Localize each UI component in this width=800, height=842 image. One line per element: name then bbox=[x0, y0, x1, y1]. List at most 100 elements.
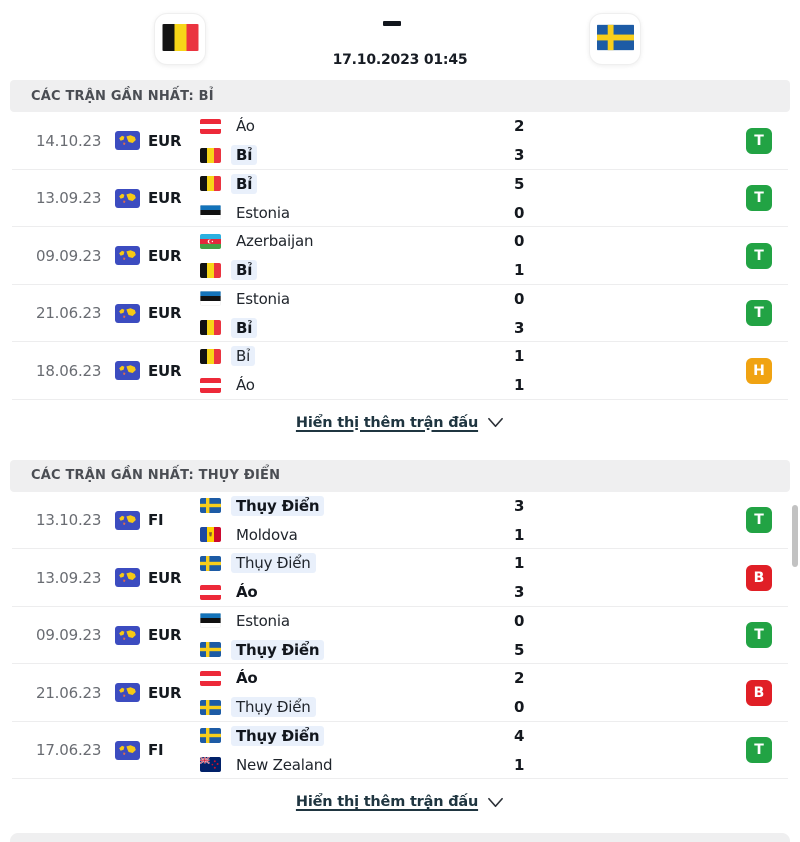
team-score: 3 bbox=[514, 318, 525, 337]
team-name: New Zealand bbox=[236, 755, 333, 774]
team-score: 5 bbox=[514, 640, 525, 659]
result-badge: T bbox=[746, 507, 772, 534]
competition: EUR bbox=[115, 625, 200, 645]
match-row[interactable]: 09.09.23 EUR Estonia 0 Thụy Điển 5 T bbox=[0, 607, 800, 665]
teams-block: Áo 2 Thụy Điển 0 bbox=[200, 665, 746, 721]
austria-flag-icon bbox=[200, 118, 221, 134]
team-name: Estonia bbox=[236, 289, 290, 308]
belgium-flag-icon bbox=[162, 23, 199, 55]
world-map-icon bbox=[115, 361, 140, 381]
recent-matches-section: CÁC TRẬN GẦN NHẤT: BỈ 14.10.23 EUR Áo 2 Bỉ 3 T 1… bbox=[0, 80, 800, 446]
match-row[interactable]: 14.10.23 EUR Áo 2 Bỉ 3 T bbox=[0, 112, 800, 170]
match-row[interactable]: 13.09.23 EUR Thụy Điển 1 Áo 3 B bbox=[0, 549, 800, 607]
team-name: Bỉ bbox=[231, 260, 258, 281]
team-score: 2 bbox=[514, 669, 525, 688]
match-header: 17.10.2023 01:45 bbox=[0, 0, 800, 76]
team-score: 3 bbox=[514, 496, 525, 515]
match-row[interactable]: 17.06.23 FI Thụy Điển 4 New Zealand 1 T bbox=[0, 722, 800, 780]
team-line: Thụy Điển 0 bbox=[200, 694, 746, 721]
team-score: 0 bbox=[514, 698, 525, 717]
team-line: Áo 3 bbox=[200, 579, 746, 606]
team-name: Thụy Điển bbox=[231, 697, 316, 718]
world-map-icon bbox=[115, 683, 140, 703]
show-more-matches-link[interactable]: Hiển thị thêm trận đấu bbox=[295, 414, 479, 431]
team-name: Thụy Điển bbox=[231, 725, 325, 746]
team-line: Moldova 1 bbox=[200, 521, 746, 548]
world-map-icon bbox=[115, 188, 140, 208]
show-more-matches-link[interactable]: Hiển thị thêm trận đấu bbox=[295, 794, 479, 810]
team-line: Thụy Điển 4 bbox=[200, 722, 746, 749]
team-score: 1 bbox=[514, 755, 525, 774]
result-badge: H bbox=[746, 357, 772, 384]
teams-block: Estonia 0 Bỉ 3 bbox=[200, 285, 746, 341]
team-name: Áo bbox=[236, 669, 258, 688]
world-map-icon bbox=[115, 625, 140, 645]
vs-dash bbox=[383, 21, 401, 26]
teams-block: Áo 2 Bỉ 3 bbox=[200, 113, 746, 169]
match-row[interactable]: 13.10.23 FI Thụy Điển 3 Moldova 1 T bbox=[0, 492, 800, 550]
world-map-icon bbox=[115, 510, 140, 530]
estonia-flag-icon bbox=[200, 291, 221, 307]
world-map-icon bbox=[115, 131, 140, 151]
match-row[interactable]: 21.06.23 EUR Áo 2 Thụy Điển 0 B bbox=[0, 664, 800, 722]
match-row[interactable]: 21.06.23 EUR Estonia 0 Bỉ 3 T bbox=[0, 285, 800, 343]
scrollbar-thumb[interactable] bbox=[792, 505, 798, 567]
sweden-flag-icon bbox=[200, 699, 221, 715]
team-line: Áo 2 bbox=[200, 113, 746, 140]
team-name: Moldova bbox=[236, 525, 298, 544]
competition: EUR bbox=[115, 246, 200, 266]
show-more-row: Hiển thị thêm trận đấu bbox=[0, 779, 800, 825]
sweden-flag-icon bbox=[200, 642, 221, 658]
team-line: Azerbaijan 0 bbox=[200, 228, 746, 255]
recent-matches-sections: CÁC TRẬN GẦN NHẤT: BỈ 14.10.23 EUR Áo 2 Bỉ 3 T 1… bbox=[0, 80, 800, 825]
team-name: Thụy Điển bbox=[231, 495, 325, 516]
competition: EUR bbox=[115, 361, 200, 381]
sweden-flag-icon bbox=[596, 24, 634, 55]
team-score: 0 bbox=[514, 203, 525, 222]
sweden-flag-icon bbox=[200, 498, 221, 514]
team-line: Áo 2 bbox=[200, 665, 746, 692]
belgium-flag-icon bbox=[200, 176, 221, 192]
team-score: 1 bbox=[514, 376, 525, 395]
competition-code: EUR bbox=[148, 361, 182, 380]
chevron-down-icon[interactable] bbox=[487, 796, 504, 809]
world-map-icon bbox=[115, 568, 140, 588]
belgium-flag-icon bbox=[200, 147, 221, 163]
sweden-flag-icon bbox=[200, 728, 221, 744]
section-header: CÁC TRẬN GẦN NHẤT: THỤY ĐIỂN bbox=[10, 459, 790, 492]
belgium-flag-icon bbox=[200, 348, 221, 364]
team-name: Estonia bbox=[236, 203, 290, 222]
competition-code: EUR bbox=[148, 304, 182, 323]
match-date: 13.09.23 bbox=[36, 568, 102, 587]
result-badge: T bbox=[746, 300, 772, 327]
competition: EUR bbox=[115, 568, 200, 588]
result-badge: B bbox=[746, 564, 772, 591]
team-score: 0 bbox=[514, 232, 525, 251]
match-date: 17.06.23 bbox=[36, 741, 102, 760]
team-name: Thụy Điển bbox=[231, 553, 316, 574]
team-name: Bỉ bbox=[231, 145, 258, 166]
team-line: Thụy Điển 5 bbox=[200, 636, 746, 663]
competition-code: FI bbox=[148, 741, 164, 760]
chevron-down-icon[interactable] bbox=[487, 416, 504, 429]
team-score: 3 bbox=[514, 583, 525, 602]
competition-code: EUR bbox=[148, 189, 182, 208]
competition: EUR bbox=[115, 131, 200, 151]
teams-block: Bỉ 1 Áo 1 bbox=[200, 343, 746, 399]
show-more-row: Hiển thị thêm trận đấu bbox=[0, 400, 800, 446]
team-name: Bỉ bbox=[231, 173, 258, 194]
match-date: 21.06.23 bbox=[36, 304, 102, 323]
match-date: 13.09.23 bbox=[36, 189, 102, 208]
team-name: Azerbaijan bbox=[236, 232, 314, 251]
competition: EUR bbox=[115, 683, 200, 703]
competition: FI bbox=[115, 740, 200, 760]
team-name: Áo bbox=[236, 117, 255, 136]
result-badge: T bbox=[746, 242, 772, 269]
competition: EUR bbox=[115, 188, 200, 208]
match-row[interactable]: 18.06.23 EUR Bỉ 1 Áo 1 H bbox=[0, 342, 800, 400]
match-date: 21.06.23 bbox=[36, 683, 102, 702]
match-row[interactable]: 13.09.23 EUR Bỉ 5 Estonia 0 T bbox=[0, 170, 800, 228]
match-row[interactable]: 09.09.23 EUR Azerbaijan 0 Bỉ 1 T bbox=[0, 227, 800, 285]
match-date: 14.10.23 bbox=[36, 131, 102, 150]
